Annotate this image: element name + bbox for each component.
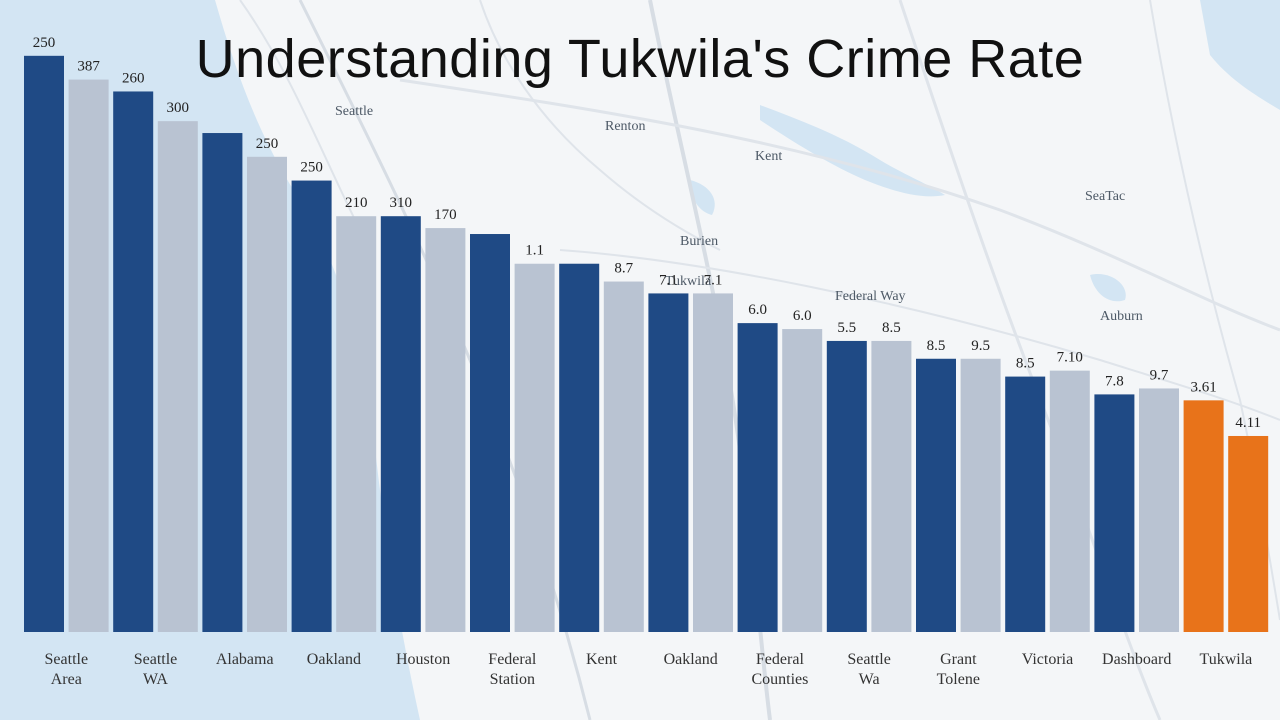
bar-value-label: 250 — [256, 136, 279, 152]
bar-value-label: 9.7 — [1150, 367, 1169, 383]
bar — [1183, 400, 1224, 632]
bar — [514, 263, 555, 632]
category-label: Alabama — [216, 651, 274, 668]
category-labels-group: Seattle Area Seattle WA Alabama Oakland Housto… — [45, 651, 1253, 688]
bar — [960, 358, 1001, 632]
map-label: Tukwila — [665, 274, 712, 289]
map-label: SeaTac — [1085, 189, 1125, 204]
bar — [291, 180, 332, 632]
map-label: Burien — [680, 234, 718, 249]
bar-value-label: 5.5 — [837, 320, 856, 336]
category-label: Oakland — [664, 651, 718, 668]
category-label: Oakland — [307, 651, 361, 668]
category-label: Kent — [586, 651, 618, 668]
category-label: Seattle — [45, 651, 89, 668]
bar — [380, 216, 421, 632]
bar-value-label: 310 — [390, 195, 413, 211]
bar — [871, 340, 912, 632]
bar — [826, 340, 867, 632]
bar — [247, 156, 287, 633]
bar-value-label: 7.1 — [704, 272, 723, 288]
bar-value-label: 8.5 — [1016, 356, 1035, 372]
bar-value-label: 7.10 — [1057, 350, 1083, 366]
bar-value-label: 300 — [167, 100, 190, 116]
bar — [68, 79, 109, 632]
bar — [24, 55, 64, 632]
map-label: Auburn — [1100, 309, 1143, 324]
map-label: Federal Way — [835, 289, 906, 304]
bar — [916, 358, 956, 632]
bar-value-label: 170 — [434, 207, 457, 223]
category-label: Dashboard — [1102, 651, 1171, 668]
bar-value-label: 8.5 — [882, 320, 901, 336]
category-label: Federal — [756, 651, 805, 668]
category-label: Houston — [396, 651, 450, 668]
category-label: Victoria — [1022, 651, 1073, 668]
bar — [425, 228, 466, 632]
bar — [1005, 376, 1046, 632]
bar-value-label: 210 — [345, 195, 368, 211]
bar-value-label: 8.7 — [614, 261, 633, 277]
bar-value-label: 7.1 — [659, 272, 678, 288]
category-label-line2: WA — [143, 671, 168, 688]
bar-value-label: 8.5 — [927, 338, 946, 354]
bar — [648, 293, 689, 632]
bar — [1139, 388, 1179, 632]
bar-value-label: 260 — [122, 70, 145, 86]
bar-value-label: 9.5 — [971, 338, 990, 354]
bar — [559, 263, 600, 632]
category-label: Seattle — [847, 651, 891, 668]
bar — [336, 216, 377, 632]
bar — [1094, 394, 1135, 632]
page-title: Understanding Tukwila's Crime Rate — [195, 29, 1085, 89]
map-label: Seattle — [335, 104, 373, 119]
category-label-line2: Tolene — [937, 671, 980, 688]
map-label: Kent — [755, 149, 782, 164]
bar — [1049, 370, 1090, 632]
bar-value-label: 250 — [300, 160, 323, 176]
bar-value-label: 3.61 — [1190, 379, 1216, 395]
bar-value-label: 7.8 — [1105, 373, 1124, 389]
bar — [737, 323, 778, 632]
category-label-line2: Wa — [859, 671, 880, 688]
category-label: Tukwila — [1200, 651, 1253, 668]
bar — [470, 234, 510, 632]
bar — [157, 121, 198, 632]
bar — [693, 293, 733, 632]
bar — [1228, 435, 1269, 632]
category-label: Grant — [940, 651, 977, 668]
bar-value-label: 4.11 — [1235, 415, 1261, 431]
bar — [113, 91, 154, 632]
value-labels-group: 250 387 260 300 250 250 210 310 170 1.1 8.7 7.1 7.1 6… — [33, 35, 1261, 431]
bar-value-label: 6.0 — [793, 308, 812, 324]
bar-value-label: 250 — [33, 35, 56, 51]
map-label: Renton — [605, 119, 645, 134]
bars-group — [24, 55, 1269, 633]
category-label: Seattle — [134, 651, 178, 668]
bar — [603, 281, 644, 632]
bar-value-label: 1.1 — [525, 243, 544, 259]
bar-value-label: 387 — [77, 59, 100, 75]
category-label-line2: Counties — [751, 671, 808, 688]
category-label-line2: Area — [51, 671, 82, 688]
bar-value-label: 6.0 — [748, 302, 767, 318]
bar — [202, 133, 243, 633]
category-label-line2: Station — [490, 671, 535, 688]
category-label: Federal — [488, 651, 537, 668]
bar — [782, 329, 823, 632]
